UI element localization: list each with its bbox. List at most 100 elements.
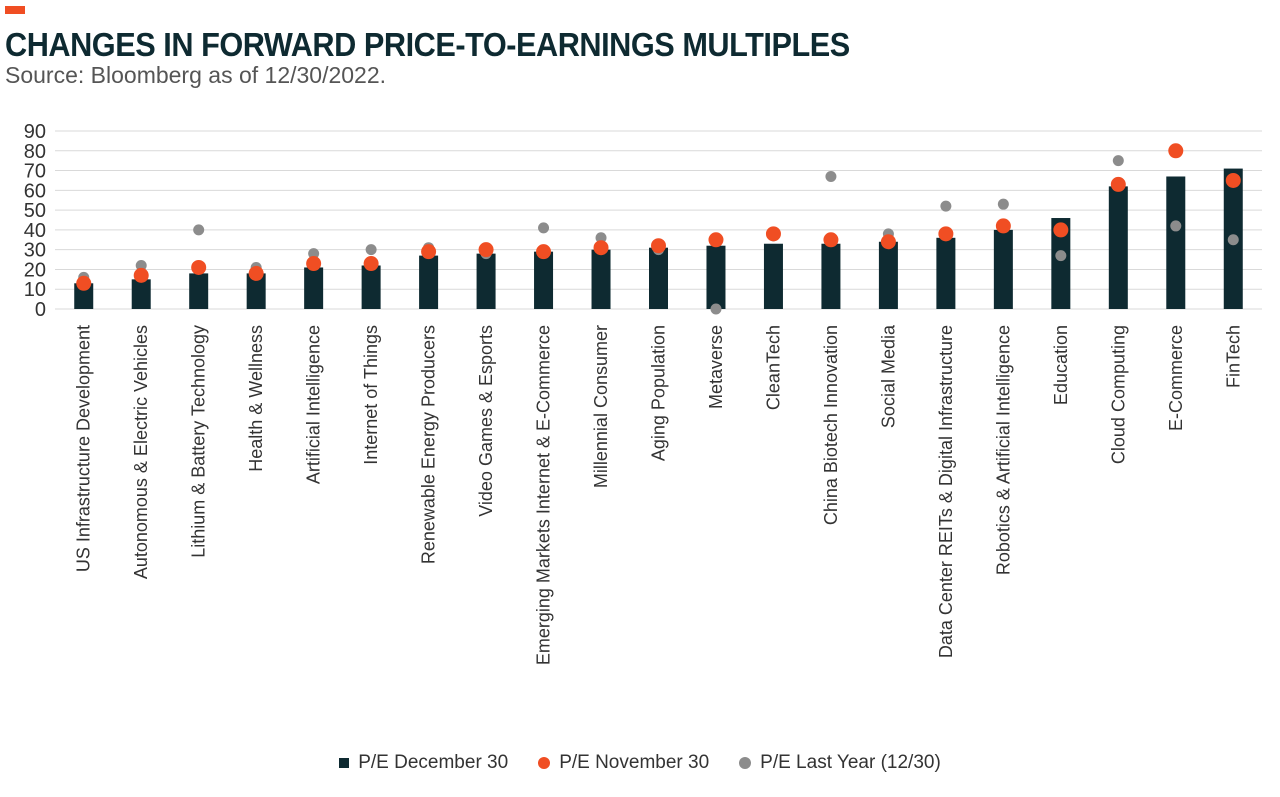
dot-last-year bbox=[940, 200, 952, 212]
dot-nov30 bbox=[765, 226, 781, 242]
dot-last-year bbox=[595, 232, 607, 244]
legend-item-last-year: P/E Last Year (12/30) bbox=[739, 752, 941, 774]
bar-dec30 bbox=[304, 267, 324, 309]
x-category-label: Renewable Energy Producers bbox=[419, 325, 439, 564]
x-category-label: Lithium & Battery Technology bbox=[189, 325, 209, 558]
x-category-label: E-Commerce bbox=[1166, 325, 1186, 431]
x-category-label: Millennial Consumer bbox=[591, 325, 611, 488]
dot-last-year bbox=[193, 224, 205, 236]
dot-nov30 bbox=[1110, 176, 1126, 192]
chart-subtitle: Source: Bloomberg as of 12/30/2022. bbox=[5, 62, 387, 88]
x-category-label: Health & Wellness bbox=[246, 325, 266, 472]
bar-dec30 bbox=[74, 283, 94, 309]
y-tick-label: 70 bbox=[24, 161, 46, 183]
y-tick-label: 0 bbox=[35, 299, 46, 321]
dot-nov30 bbox=[880, 234, 896, 250]
bar-dec30 bbox=[591, 249, 611, 309]
y-tick-label: 90 bbox=[24, 121, 46, 143]
legend-swatch-bar bbox=[339, 758, 350, 768]
dot-last-year bbox=[308, 248, 320, 260]
x-category-label: Internet of Things bbox=[361, 325, 381, 465]
bar-dec30 bbox=[878, 241, 898, 309]
x-category-label: Autonomous & Electric Vehicles bbox=[131, 325, 151, 579]
x-category-label: Robotics & Artificial Intelligence bbox=[993, 325, 1013, 575]
legend-item-dec30: P/E December 30 bbox=[339, 752, 508, 774]
x-category-label: Video Games & Esports bbox=[476, 325, 496, 517]
bar-dec30 bbox=[131, 279, 151, 309]
y-tick-label: 40 bbox=[24, 220, 46, 242]
chart-title: CHANGES IN FORWARD PRICE-TO-EARNINGS MUL… bbox=[5, 26, 850, 63]
dot-nov30 bbox=[1168, 143, 1184, 159]
bar-dec30 bbox=[993, 229, 1013, 309]
dot-nov30 bbox=[651, 238, 666, 254]
dot-nov30 bbox=[823, 232, 839, 248]
bar-dec30 bbox=[361, 265, 381, 309]
x-category-label: Artificial Intelligence bbox=[304, 325, 324, 484]
dot-nov30 bbox=[421, 244, 437, 260]
dot-last-year bbox=[710, 303, 722, 315]
dot-last-year bbox=[1055, 250, 1067, 262]
legend-label-nov30: P/E November 30 bbox=[559, 752, 710, 773]
bar-dec30 bbox=[936, 237, 956, 309]
x-category-label: CleanTech bbox=[763, 325, 783, 410]
bar-dec30 bbox=[419, 255, 439, 309]
dot-nov30 bbox=[248, 265, 264, 281]
y-tick-label: 30 bbox=[24, 240, 46, 262]
dot-nov30 bbox=[1053, 222, 1069, 238]
bar-dec30 bbox=[1108, 186, 1128, 309]
bar-dec30 bbox=[649, 247, 668, 309]
bar-dec30 bbox=[189, 273, 209, 309]
legend-swatch-dot-nov30 bbox=[538, 757, 551, 769]
dot-nov30 bbox=[1225, 172, 1241, 188]
y-tick-label: 10 bbox=[24, 279, 46, 301]
x-category-label: Aging Population bbox=[649, 325, 669, 461]
y-tick-label: 80 bbox=[24, 141, 46, 163]
y-tick-label: 50 bbox=[24, 200, 46, 222]
y-tick-label: 60 bbox=[24, 180, 46, 202]
x-category-label: Social Media bbox=[878, 324, 898, 428]
x-category-label: Education bbox=[1051, 325, 1071, 405]
accent-bar bbox=[5, 6, 25, 14]
legend-label-dec30: P/E December 30 bbox=[358, 752, 509, 773]
bar-dec30 bbox=[534, 251, 554, 309]
dot-nov30 bbox=[593, 240, 609, 256]
dot-last-year bbox=[538, 222, 550, 234]
bar-dec30 bbox=[706, 245, 726, 309]
dot-last-year bbox=[1227, 234, 1239, 246]
dot-nov30 bbox=[938, 226, 954, 242]
legend: P/E December 30 P/E November 30 P/E Last… bbox=[0, 752, 1280, 774]
x-category-label: Cloud Computing bbox=[1108, 325, 1128, 464]
x-category-label: FinTech bbox=[1223, 325, 1243, 388]
x-category-label: Emerging Markets Internet & E-Commerce bbox=[534, 325, 554, 665]
legend-swatch-dot-last-year bbox=[739, 757, 752, 769]
bar-dec30 bbox=[246, 273, 266, 309]
dot-nov30 bbox=[708, 232, 724, 248]
dot-nov30 bbox=[191, 259, 207, 275]
dot-last-year bbox=[1112, 155, 1124, 167]
bar-dec30 bbox=[763, 243, 783, 309]
dot-last-year bbox=[135, 259, 147, 271]
x-category-label: Data Center REITs & Digital Infrastructu… bbox=[936, 325, 956, 658]
dot-nov30 bbox=[306, 256, 322, 272]
bar-dec30 bbox=[1166, 176, 1186, 309]
legend-item-nov30: P/E November 30 bbox=[538, 752, 709, 774]
dot-last-year bbox=[365, 244, 377, 256]
dot-last-year bbox=[825, 170, 837, 182]
y-tick-label: 20 bbox=[24, 259, 46, 281]
dot-last-year bbox=[997, 198, 1009, 210]
bar-dec30 bbox=[476, 253, 496, 309]
bar-dec30 bbox=[821, 243, 841, 309]
x-category-label: China Biotech Innovation bbox=[821, 325, 841, 525]
dot-nov30 bbox=[995, 218, 1011, 234]
legend-label-last-year: P/E Last Year (12/30) bbox=[760, 752, 941, 773]
bar-dec30 bbox=[1051, 218, 1071, 309]
dot-nov30 bbox=[133, 267, 149, 283]
dot-nov30 bbox=[76, 275, 92, 291]
dot-nov30 bbox=[478, 242, 494, 258]
dot-nov30 bbox=[363, 256, 379, 272]
x-category-label: Metaverse bbox=[706, 325, 726, 409]
dot-last-year bbox=[1170, 220, 1182, 232]
dot-nov30 bbox=[536, 244, 552, 260]
x-category-label: US Infrastructure Development bbox=[74, 325, 94, 572]
